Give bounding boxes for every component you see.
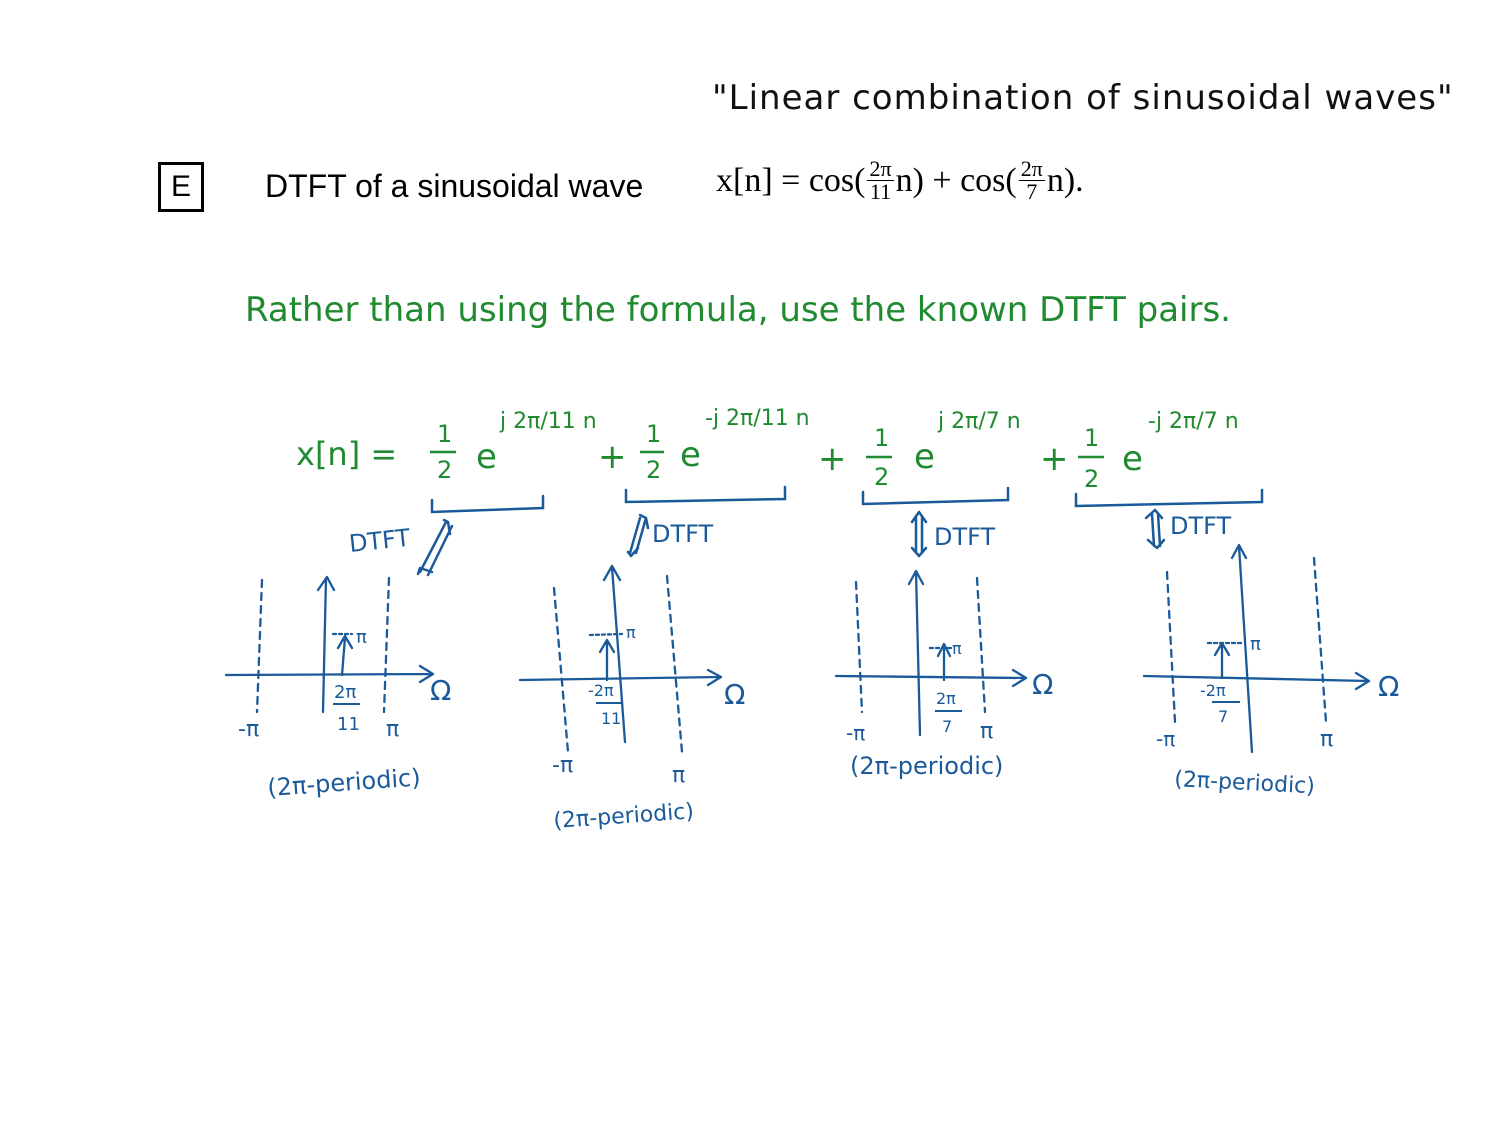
plot1-caption: (2π-periodic) [266, 763, 421, 802]
formula-mid: n) + cos( [895, 161, 1017, 199]
plot4-dtft-label: DTFT [1170, 512, 1232, 540]
plot2-neg-pi: -π [552, 753, 573, 778]
term4-exponent: -j 2π/7 n [1148, 409, 1239, 434]
plot4-caption: (2π-periodic) [1174, 767, 1316, 799]
plot1-impulse [336, 634, 354, 677]
plot1-dtft-label: DTFT [348, 524, 412, 558]
section-title: DTFT of a sinusoidal wave [265, 168, 644, 204]
plot1-freq-num: 2π [334, 682, 356, 703]
plot3-neg-pi: -π [846, 721, 865, 745]
term3-sign: + [818, 439, 847, 479]
term2-sign: + [598, 437, 627, 477]
plot3-caption: (2π-periodic) [850, 752, 1003, 780]
dtft-arrow-3 [910, 510, 928, 558]
term4-bracket [1074, 488, 1264, 508]
plot4-impulse [1213, 641, 1231, 680]
term2-e: e [680, 435, 701, 475]
plot1-pos-pi-dashed [382, 576, 391, 714]
plot3-axis-label: Ω [1032, 668, 1053, 701]
term2-exponent: -j 2π/11 n [705, 406, 810, 431]
expansion-lhs: x[n] = [296, 435, 397, 473]
plot3-neg-pi-dashed [854, 580, 864, 714]
plot2-pos-pi-dashed [665, 574, 684, 754]
signal-formula: x[n] = cos( 2π 11 n) + cos( 2π 7 n). [716, 158, 1084, 203]
plot4-axis-label: Ω [1378, 670, 1399, 703]
plot1-neg-pi: -π [238, 717, 259, 742]
term3-half-den: 2 [874, 463, 889, 491]
plot1-impulse-label: π [356, 627, 367, 648]
plot3-pos-pi: π [980, 719, 993, 744]
fraction-1-numerator: 2π [867, 156, 894, 181]
plot3-freq-den: 7 [942, 717, 952, 736]
plot1-vertical-axis [316, 575, 336, 714]
plot3-impulse-label: π [952, 639, 962, 658]
plot2-freq-num: -2π [588, 681, 614, 700]
plot2-axis-label: Ω [724, 678, 745, 711]
green-handwritten-note: Rather than using the formula, use the k… [245, 290, 1231, 330]
formula-end: n). [1046, 161, 1084, 199]
term3-bracket [861, 486, 1010, 506]
term1-half-num: 1 [437, 420, 452, 448]
formula-fraction-1: 2π 11 [867, 156, 894, 204]
plot3-dtft-label: DTFT [934, 523, 996, 551]
term2-bracket [624, 485, 787, 504]
term1-exponent: j 2π/11 n [499, 409, 597, 434]
term3-e: e [914, 437, 935, 477]
plot4-vertical-axis [1230, 543, 1254, 754]
plot4-freq-num: -2π [1200, 681, 1226, 700]
plot2-impulse-level [588, 632, 624, 637]
term1-half-den: 2 [437, 456, 452, 484]
term2-half-num: 1 [646, 420, 661, 448]
plot4-impulse-label: π [1250, 634, 1261, 655]
dtft-arrow-4 [1144, 508, 1166, 550]
plot2-pos-pi: π [672, 763, 685, 788]
term1-e: e [476, 437, 497, 477]
plot2-caption: (2π-periodic) [553, 799, 695, 834]
term1-bracket [430, 494, 545, 514]
plot4-neg-pi-dashed [1165, 570, 1177, 724]
plot4-pos-pi-dashed [1312, 556, 1328, 724]
plot4-freq-den: 7 [1218, 707, 1228, 726]
plot2-impulse [598, 638, 616, 682]
plot1-freq-den: 11 [337, 714, 360, 735]
plot2-dtft-label: DTFT [652, 520, 714, 548]
plot1-pos-pi: π [386, 717, 399, 742]
section-label-box: E [158, 162, 204, 212]
dtft-arrow-2 [626, 513, 650, 558]
plot2-freq-den: 11 [601, 709, 621, 728]
formula-lhs: x[n] = cos( [716, 161, 866, 199]
plot3-impulse [936, 642, 952, 682]
plot1-neg-pi-dashed [255, 578, 264, 714]
fraction-2-numerator: 2π [1018, 156, 1045, 181]
top-handwritten-note: "Linear combination of sinusoidal waves" [712, 78, 1454, 118]
plot4-pos-pi: π [1320, 727, 1333, 752]
plot2-impulse-label: π [626, 623, 636, 642]
fraction-2-denominator: 7 [1026, 179, 1038, 204]
plot2-vertical-axis [602, 564, 627, 744]
term4-sign: + [1040, 439, 1069, 479]
plot3-omega-axis [834, 668, 1028, 688]
term4-half-den: 2 [1084, 465, 1099, 493]
dtft-arrow-1 [416, 518, 454, 577]
section-letter: E [170, 170, 191, 203]
expansion-text: x[n] = 1 2 e j 2π/11 n + 1 2 e -j 2π/11 … [296, 406, 1239, 493]
term3-half-num: 1 [874, 424, 889, 452]
term2-half-den: 2 [646, 456, 661, 484]
plot2-neg-pi-dashed [552, 586, 570, 754]
plot3-pos-pi-dashed [975, 576, 987, 714]
term3-exponent: j 2π/7 n [937, 409, 1021, 434]
plot4-omega-axis [1142, 671, 1371, 691]
term4-e: e [1122, 439, 1143, 479]
fraction-1-denominator: 11 [869, 179, 892, 204]
plot4-neg-pi: -π [1156, 727, 1175, 751]
plot1-omega-axis [224, 664, 435, 684]
plot1-axis-label: Ω [430, 674, 451, 707]
term4-half-num: 1 [1084, 424, 1099, 452]
plot3-vertical-axis [907, 569, 925, 737]
plot3-freq-num: 2π [936, 689, 956, 708]
formula-fraction-2: 2π 7 [1018, 156, 1045, 204]
